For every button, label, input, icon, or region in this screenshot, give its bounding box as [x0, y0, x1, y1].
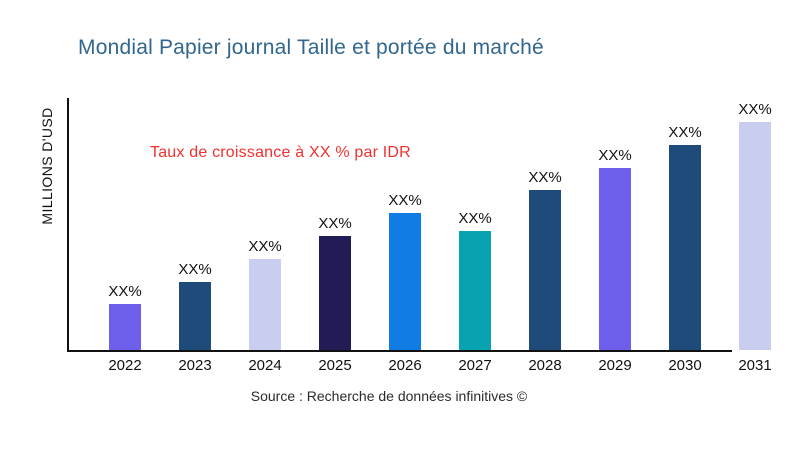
x-tick-label-2022: 2022	[108, 357, 142, 374]
bar-2030	[669, 145, 701, 350]
bar-2029	[599, 168, 631, 350]
x-axis-line	[67, 350, 732, 352]
x-tick-label-2026: 2026	[388, 357, 422, 374]
bar-2024	[249, 259, 281, 350]
bar-value-label-2026: XX%	[388, 192, 422, 209]
x-tick-label-2028: 2028	[528, 357, 562, 374]
bar-value-label-2023: XX%	[178, 261, 212, 278]
bar-value-label-2028: XX%	[528, 169, 562, 186]
x-tick-label-2031: 2031	[738, 357, 772, 374]
bar-value-label-2027: XX%	[458, 210, 492, 227]
bar-value-label-2029: XX%	[598, 147, 632, 164]
growth-annotation: Taux de croissance à XX % par IDR	[150, 144, 411, 161]
bar-value-label-2022: XX%	[108, 283, 142, 300]
source-text: Source : Recherche de données infinitive…	[250, 388, 528, 404]
x-tick-label-2029: 2029	[598, 357, 632, 374]
y-axis-line	[67, 98, 69, 352]
x-tick-label-2030: 2030	[668, 357, 702, 374]
x-tick-label-2023: 2023	[178, 357, 212, 374]
bar-2031	[739, 122, 771, 350]
bar-value-label-2025: XX%	[318, 215, 352, 232]
bar-value-label-2030: XX%	[668, 124, 702, 141]
bar-2025	[319, 236, 351, 350]
bar-value-label-2031: XX%	[738, 101, 772, 118]
x-tick-label-2024: 2024	[248, 357, 282, 374]
bar-value-label-2024: XX%	[248, 238, 282, 255]
bar-2028	[529, 190, 561, 350]
bar-2027	[459, 231, 491, 350]
x-tick-label-2027: 2027	[458, 357, 492, 374]
bar-2022	[109, 304, 141, 350]
bar-2026	[389, 213, 421, 350]
page-title: Mondial Papier journal Taille et portée …	[78, 36, 544, 59]
y-axis-label: MILLIONS D'USD	[39, 107, 55, 225]
x-tick-label-2025: 2025	[318, 357, 352, 374]
bar-2023	[179, 282, 211, 350]
